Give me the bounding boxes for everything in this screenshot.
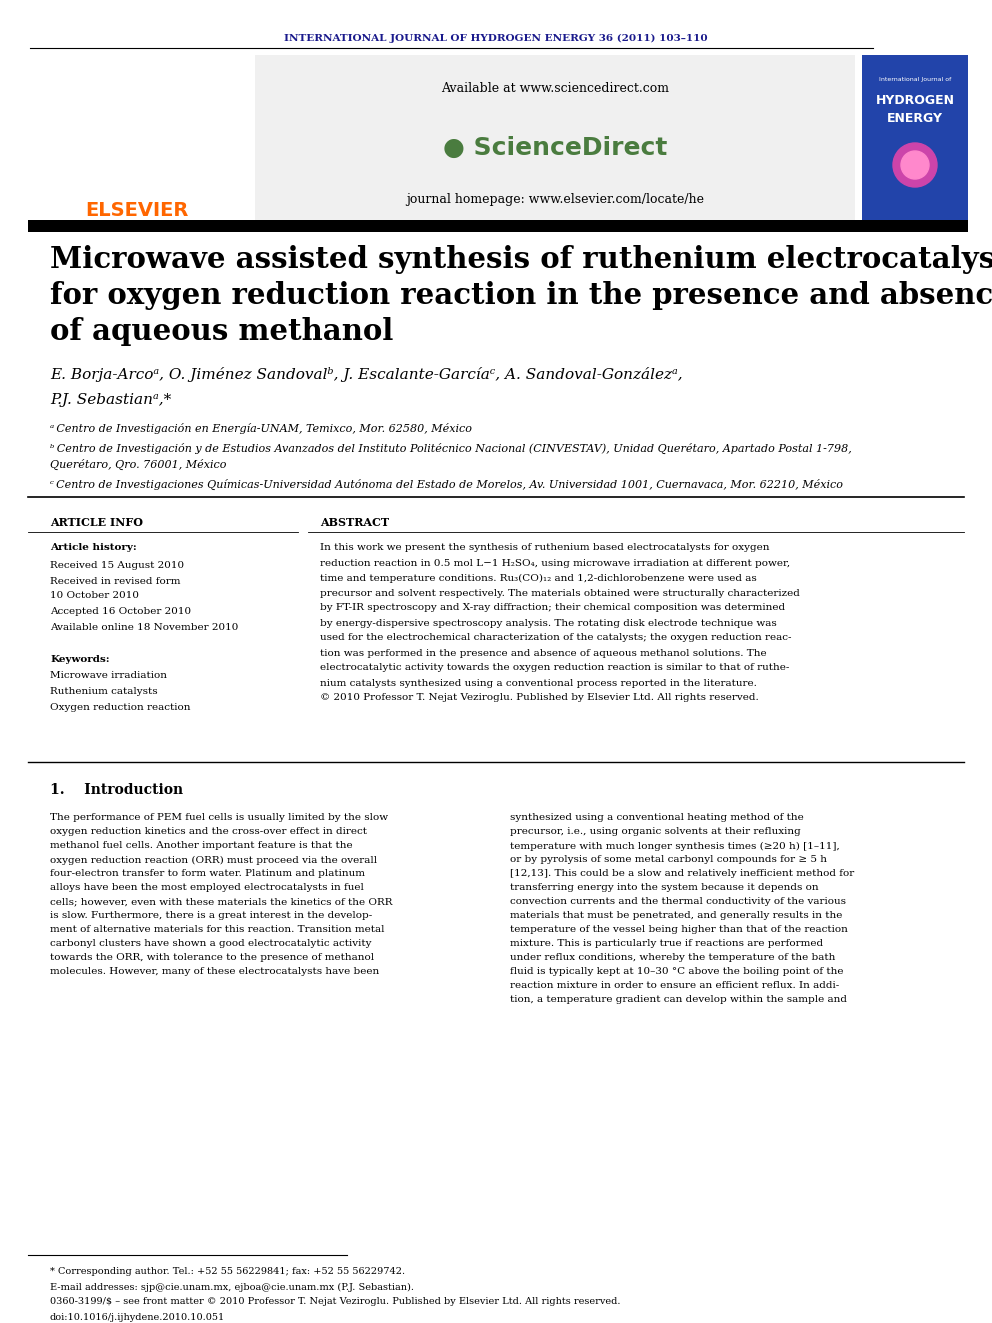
Text: cells; however, even with these materials the kinetics of the ORR: cells; however, even with these material… (50, 897, 393, 906)
Text: or by pyrolysis of some metal carbonyl compounds for ≥ 5 h: or by pyrolysis of some metal carbonyl c… (510, 856, 827, 864)
Text: by FT-IR spectroscopy and X-ray diffraction; their chemical composition was dete: by FT-IR spectroscopy and X-ray diffract… (320, 603, 785, 613)
Text: tion, a temperature gradient can develop within the sample and: tion, a temperature gradient can develop… (510, 995, 847, 1004)
Text: fluid is typically kept at 10–30 °C above the boiling point of the: fluid is typically kept at 10–30 °C abov… (510, 967, 843, 976)
Text: ᵇ Centro de Investigación y de Estudios Avanzados del Instituto Politécnico Naci: ᵇ Centro de Investigación y de Estudios … (50, 442, 852, 454)
Text: * Corresponding author. Tel.: +52 55 56229841; fax: +52 55 56229742.: * Corresponding author. Tel.: +52 55 562… (50, 1267, 405, 1277)
Text: reduction reaction in 0.5 mol L−1 H₂SO₄, using microwave irradiation at differen: reduction reaction in 0.5 mol L−1 H₂SO₄,… (320, 558, 790, 568)
Text: of aqueous methanol: of aqueous methanol (50, 318, 394, 347)
Text: 10 October 2010: 10 October 2010 (50, 591, 139, 601)
Text: synthesized using a conventional heating method of the: synthesized using a conventional heating… (510, 814, 804, 823)
Text: transferring energy into the system because it depends on: transferring energy into the system beca… (510, 884, 818, 893)
Text: journal homepage: www.elsevier.com/locate/he: journal homepage: www.elsevier.com/locat… (406, 193, 704, 206)
Text: Microwave irradiation: Microwave irradiation (50, 672, 167, 680)
Text: 0360-3199/$ – see front matter © 2010 Professor T. Nejat Veziroglu. Published by: 0360-3199/$ – see front matter © 2010 Pr… (50, 1298, 621, 1307)
Text: doi:10.1016/j.ijhydene.2010.10.051: doi:10.1016/j.ijhydene.2010.10.051 (50, 1312, 225, 1322)
Text: precursor and solvent respectively. The materials obtained were structurally cha: precursor and solvent respectively. The … (320, 589, 800, 598)
Bar (28, 220, 968, 232)
Circle shape (901, 151, 929, 179)
Text: ment of alternative materials for this reaction. Transition metal: ment of alternative materials for this r… (50, 926, 385, 934)
Text: precursor, i.e., using organic solvents at their refluxing: precursor, i.e., using organic solvents … (510, 827, 801, 836)
Text: ELSEVIER: ELSEVIER (85, 201, 188, 220)
Text: oxygen reduction reaction (ORR) must proceed via the overall: oxygen reduction reaction (ORR) must pro… (50, 856, 377, 864)
Text: nium catalysts synthesized using a conventional process reported in the literatu: nium catalysts synthesized using a conve… (320, 679, 757, 688)
Text: ARTICLE INFO: ARTICLE INFO (50, 516, 143, 528)
Text: temperature of the vessel being higher than that of the reaction: temperature of the vessel being higher t… (510, 926, 848, 934)
Text: Querétaro, Qro. 76001, México: Querétaro, Qro. 76001, México (50, 459, 226, 470)
Text: materials that must be penetrated, and generally results in the: materials that must be penetrated, and g… (510, 912, 842, 921)
Text: Received in revised form: Received in revised form (50, 578, 181, 586)
Text: ● ScienceDirect: ● ScienceDirect (442, 136, 668, 160)
Text: by energy-dispersive spectroscopy analysis. The rotating disk electrode techniqu: by energy-dispersive spectroscopy analys… (320, 618, 777, 627)
Text: [12,13]. This could be a slow and relatively inefficient method for: [12,13]. This could be a slow and relati… (510, 869, 854, 878)
Text: reaction mixture in order to ensure an efficient reflux. In addi-: reaction mixture in order to ensure an e… (510, 982, 839, 991)
Text: Keywords:: Keywords: (50, 655, 110, 664)
Text: ABSTRACT: ABSTRACT (320, 516, 389, 528)
Text: temperature with much longer synthesis times (≥20 h) [1–11],: temperature with much longer synthesis t… (510, 841, 840, 851)
Text: HYDROGEN: HYDROGEN (876, 94, 954, 106)
Text: E. Borja-Arcoᵃ, O. Jiménez Sandovalᵇ, J. Escalante-Garcíaᶜ, A. Sandoval-González: E. Borja-Arcoᵃ, O. Jiménez Sandovalᵇ, J.… (50, 368, 682, 382)
Text: ᶜ Centro de Investigaciones Químicas-Universidad Autónoma del Estado de Morelos,: ᶜ Centro de Investigaciones Químicas-Uni… (50, 479, 843, 490)
Text: E-mail addresses: sjp@cie.unam.mx, ejboa@cie.unam.mx (P.J. Sebastian).: E-mail addresses: sjp@cie.unam.mx, ejboa… (50, 1282, 414, 1291)
Text: towards the ORR, with tolerance to the presence of methanol: towards the ORR, with tolerance to the p… (50, 954, 374, 963)
Text: INTERNATIONAL JOURNAL OF HYDROGEN ENERGY 36 (2011) 103–110: INTERNATIONAL JOURNAL OF HYDROGEN ENERGY… (284, 33, 708, 42)
Text: convection currents and the thermal conductivity of the various: convection currents and the thermal cond… (510, 897, 846, 906)
Text: ᵃ Centro de Investigación en Energía-UNAM, Temixco, Mor. 62580, México: ᵃ Centro de Investigación en Energía-UNA… (50, 422, 472, 434)
Text: Available online 18 November 2010: Available online 18 November 2010 (50, 623, 238, 632)
Text: The performance of PEM fuel cells is usually limited by the slow: The performance of PEM fuel cells is usu… (50, 814, 388, 823)
Text: Available at www.sciencedirect.com: Available at www.sciencedirect.com (441, 82, 669, 94)
Text: four-electron transfer to form water. Platinum and platinum: four-electron transfer to form water. Pl… (50, 869, 365, 878)
Circle shape (893, 143, 937, 187)
Text: electrocatalytic activity towards the oxygen reduction reaction is similar to th: electrocatalytic activity towards the ox… (320, 664, 790, 672)
Text: mixture. This is particularly true if reactions are performed: mixture. This is particularly true if re… (510, 939, 823, 949)
Text: Received 15 August 2010: Received 15 August 2010 (50, 561, 185, 570)
Text: tion was performed in the presence and absence of aqueous methanol solutions. Th: tion was performed in the presence and a… (320, 648, 767, 658)
Text: Accepted 16 October 2010: Accepted 16 October 2010 (50, 607, 191, 617)
Text: under reflux conditions, whereby the temperature of the bath: under reflux conditions, whereby the tem… (510, 954, 835, 963)
Text: P.J. Sebastianᵃ,*: P.J. Sebastianᵃ,* (50, 393, 172, 407)
Text: Oxygen reduction reaction: Oxygen reduction reaction (50, 704, 190, 713)
Text: for oxygen reduction reaction in the presence and absence: for oxygen reduction reaction in the pre… (50, 282, 992, 311)
Text: In this work we present the synthesis of ruthenium based electrocatalysts for ox: In this work we present the synthesis of… (320, 544, 770, 553)
Text: Article history:: Article history: (50, 544, 137, 553)
Text: is slow. Furthermore, there is a great interest in the develop-: is slow. Furthermore, there is a great i… (50, 912, 372, 921)
FancyBboxPatch shape (255, 56, 855, 225)
Text: Ruthenium catalysts: Ruthenium catalysts (50, 688, 158, 696)
Text: molecules. However, many of these electrocatalysts have been: molecules. However, many of these electr… (50, 967, 379, 976)
Bar (862, 56, 968, 225)
Text: methanol fuel cells. Another important feature is that the: methanol fuel cells. Another important f… (50, 841, 352, 851)
Text: oxygen reduction kinetics and the cross-over effect in direct: oxygen reduction kinetics and the cross-… (50, 827, 367, 836)
Text: ENERGY: ENERGY (887, 111, 943, 124)
Text: Microwave assisted synthesis of ruthenium electrocatalysts: Microwave assisted synthesis of rutheniu… (50, 246, 992, 274)
Text: used for the electrochemical characterization of the catalysts; the oxygen reduc: used for the electrochemical characteriz… (320, 634, 792, 643)
Text: International Journal of: International Journal of (879, 78, 951, 82)
Text: alloys have been the most employed electrocatalysts in fuel: alloys have been the most employed elect… (50, 884, 364, 893)
Text: time and temperature conditions. Ru₃(CO)₁₂ and 1,2-dichlorobenzene were used as: time and temperature conditions. Ru₃(CO)… (320, 573, 757, 582)
Text: carbonyl clusters have shown a good electrocatalytic activity: carbonyl clusters have shown a good elec… (50, 939, 371, 949)
Text: 1.    Introduction: 1. Introduction (50, 783, 184, 796)
Text: © 2010 Professor T. Nejat Veziroglu. Published by Elsevier Ltd. All rights reser: © 2010 Professor T. Nejat Veziroglu. Pub… (320, 693, 759, 703)
